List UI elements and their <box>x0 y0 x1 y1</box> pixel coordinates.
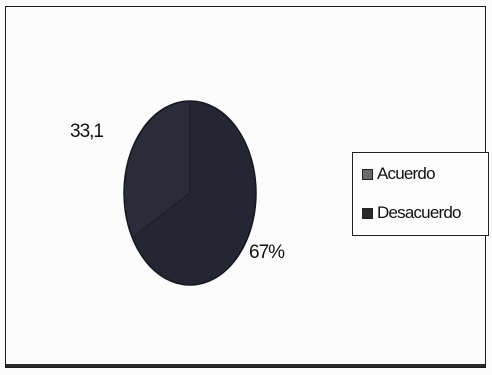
legend-label-acuerdo: Acuerdo <box>377 164 436 183</box>
data-label-desacuerdo: 67% <box>249 242 285 263</box>
legend-swatch-desacuerdo <box>362 207 373 219</box>
data-label-acuerdo: 33,1 <box>70 121 104 142</box>
pie-slices <box>123 100 257 286</box>
legend-swatch-acuerdo <box>362 168 373 180</box>
pie-outline <box>123 100 257 286</box>
legend: Acuerdo Desacuerdo <box>352 152 489 236</box>
frame-bottom-border <box>6 364 485 367</box>
legend-item-acuerdo: Acuerdo <box>362 164 436 184</box>
legend-label-desacuerdo: Desacuerdo <box>377 203 461 222</box>
legend-item-desacuerdo: Desacuerdo <box>362 203 461 223</box>
